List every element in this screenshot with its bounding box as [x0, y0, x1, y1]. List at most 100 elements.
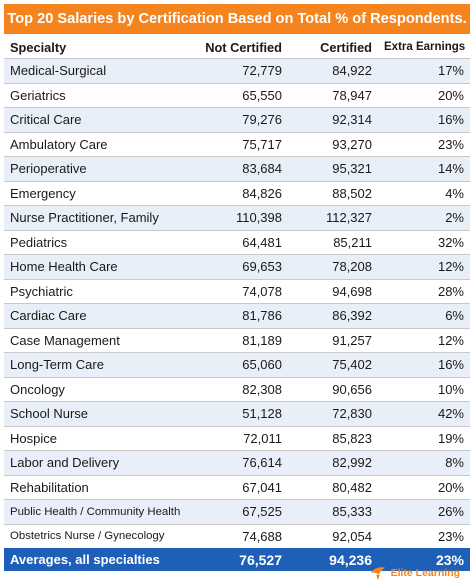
not-certified-cell: 75,717 [190, 131, 288, 157]
table-row: Pediatrics 64,481 85,211 32% [4, 229, 470, 255]
not-certified-cell: 74,688 [190, 523, 288, 548]
averages-row: Averages, all specialties 76,527 94,236 … [4, 548, 470, 571]
table-row: Labor and Delivery 76,614 82,992 8% [4, 450, 470, 475]
certified-cell: 86,392 [288, 303, 378, 328]
extra-earnings-cell: 42% [378, 401, 470, 426]
extra-earnings-cell: 12% [378, 327, 470, 353]
specialty-cell: Home Health Care [4, 254, 190, 279]
specialty-cell: Long-Term Care [4, 352, 190, 377]
not-certified-cell: 81,786 [190, 303, 288, 328]
extra-earnings-cell: 16% [378, 107, 470, 132]
certified-cell: 85,333 [288, 499, 378, 524]
specialty-cell: Psychiatric [4, 278, 190, 304]
specialty-cell: Oncology [4, 376, 190, 402]
not-certified-cell: 65,550 [190, 82, 288, 108]
certified-cell: 88,502 [288, 180, 378, 206]
elite-learning-logo: Elite Learning [369, 563, 460, 583]
table-row: Ambulatory Care 75,717 93,270 23% [4, 131, 470, 157]
table-row: Geriatrics 65,550 78,947 20% [4, 82, 470, 108]
specialty-cell: Critical Care [4, 107, 190, 132]
averages-certified: 94,236 [288, 548, 378, 571]
specialty-cell: Obstetrics Nurse / Gynecology [4, 523, 190, 548]
certified-cell: 91,257 [288, 327, 378, 353]
table-row: Nurse Practitioner, Family 110,398 112,327… [4, 205, 470, 230]
not-certified-cell: 83,684 [190, 156, 288, 181]
not-certified-cell: 72,779 [190, 58, 288, 83]
extra-earnings-cell: 10% [378, 376, 470, 402]
extra-earnings-cell: 12% [378, 254, 470, 279]
not-certified-cell: 69,653 [190, 254, 288, 279]
extra-earnings-cell: 6% [378, 303, 470, 328]
header-not-certified: Not Certified [205, 39, 282, 55]
specialty-cell: Medical-Surgical [4, 58, 190, 83]
specialty-cell: Labor and Delivery [4, 450, 190, 475]
table-row: Cardiac Care 81,786 86,392 6% [4, 303, 470, 328]
extra-earnings-cell: 19% [378, 425, 470, 451]
not-certified-cell: 81,189 [190, 327, 288, 353]
table-row: Critical Care 79,276 92,314 16% [4, 107, 470, 132]
certified-cell: 93,270 [288, 131, 378, 157]
header-specialty: Specialty [10, 39, 67, 55]
certified-cell: 72,830 [288, 401, 378, 426]
table-row: Rehabilitation 67,041 80,482 20% [4, 474, 470, 500]
extra-earnings-cell: 17% [378, 58, 470, 83]
certified-cell: 85,211 [288, 229, 378, 255]
averages-label: Averages, all specialties [4, 548, 190, 571]
specialty-cell: Cardiac Care [4, 303, 190, 328]
specialty-cell: Nurse Practitioner, Family [4, 205, 190, 230]
table-row: Medical-Surgical 72,779 84,922 17% [4, 58, 470, 83]
specialty-cell: Emergency [4, 180, 190, 206]
certified-cell: 92,314 [288, 107, 378, 132]
extra-earnings-cell: 14% [378, 156, 470, 181]
not-certified-cell: 72,011 [190, 425, 288, 451]
certified-cell: 112,327 [288, 205, 378, 230]
logo-text: Elite Learning [390, 567, 460, 579]
table-row: Home Health Care 69,653 78,208 12% [4, 254, 470, 279]
extra-earnings-cell: 28% [378, 278, 470, 304]
table-body: Medical-Surgical 72,779 84,922 17% Geriatric… [4, 58, 470, 548]
table-row: Emergency 84,826 88,502 4% [4, 180, 470, 206]
certified-cell: 85,823 [288, 425, 378, 451]
specialty-cell: Ambulatory Care [4, 131, 190, 157]
averages-extra-earnings: 23% [378, 548, 470, 571]
table-row: Psychiatric 74,078 94,698 28% [4, 278, 470, 304]
averages-not-certified: 76,527 [190, 548, 288, 571]
table-title: Top 20 Salaries by Certification Based o… [4, 4, 470, 34]
bird-logo-icon [370, 567, 385, 581]
not-certified-cell: 67,041 [190, 474, 288, 500]
table-row: Case Management 81,189 91,257 12% [4, 327, 470, 353]
not-certified-cell: 51,128 [190, 401, 288, 426]
extra-earnings-cell: 8% [378, 450, 470, 475]
certified-cell: 84,922 [288, 58, 378, 83]
table-row: Public Health / Community Health 67,525 85… [4, 499, 470, 524]
not-certified-cell: 65,060 [190, 352, 288, 377]
certified-cell: 78,947 [288, 82, 378, 108]
extra-earnings-cell: 32% [378, 229, 470, 255]
header-row: Specialty Not Certified Certified Extra … [4, 36, 470, 59]
extra-earnings-cell: 20% [378, 82, 470, 108]
not-certified-cell: 74,078 [190, 278, 288, 304]
table-row: Hospice 72,011 85,823 19% [4, 425, 470, 451]
extra-earnings-cell: 23% [378, 523, 470, 548]
extra-earnings-cell: 4% [378, 180, 470, 206]
salary-table: Specialty Not Certified Certified Extra … [4, 36, 470, 571]
table-row: Oncology 82,308 90,656 10% [4, 376, 470, 402]
certified-cell: 94,698 [288, 278, 378, 304]
not-certified-cell: 64,481 [190, 229, 288, 255]
certified-cell: 90,656 [288, 376, 378, 402]
specialty-cell: Public Health / Community Health [4, 499, 190, 524]
extra-earnings-cell: 16% [378, 352, 470, 377]
specialty-cell: School Nurse [4, 401, 190, 426]
not-certified-cell: 67,525 [190, 499, 288, 524]
extra-earnings-cell: 20% [378, 474, 470, 500]
not-certified-cell: 79,276 [190, 107, 288, 132]
extra-earnings-cell: 26% [378, 499, 470, 524]
certified-cell: 78,208 [288, 254, 378, 279]
specialty-cell: Case Management [4, 327, 190, 353]
specialty-cell: Pediatrics [4, 229, 190, 255]
table-row: Perioperative 83,684 95,321 14% [4, 156, 470, 181]
not-certified-cell: 84,826 [190, 180, 288, 206]
certified-cell: 95,321 [288, 156, 378, 181]
header-extra-earnings: Extra Earnings [384, 41, 466, 53]
